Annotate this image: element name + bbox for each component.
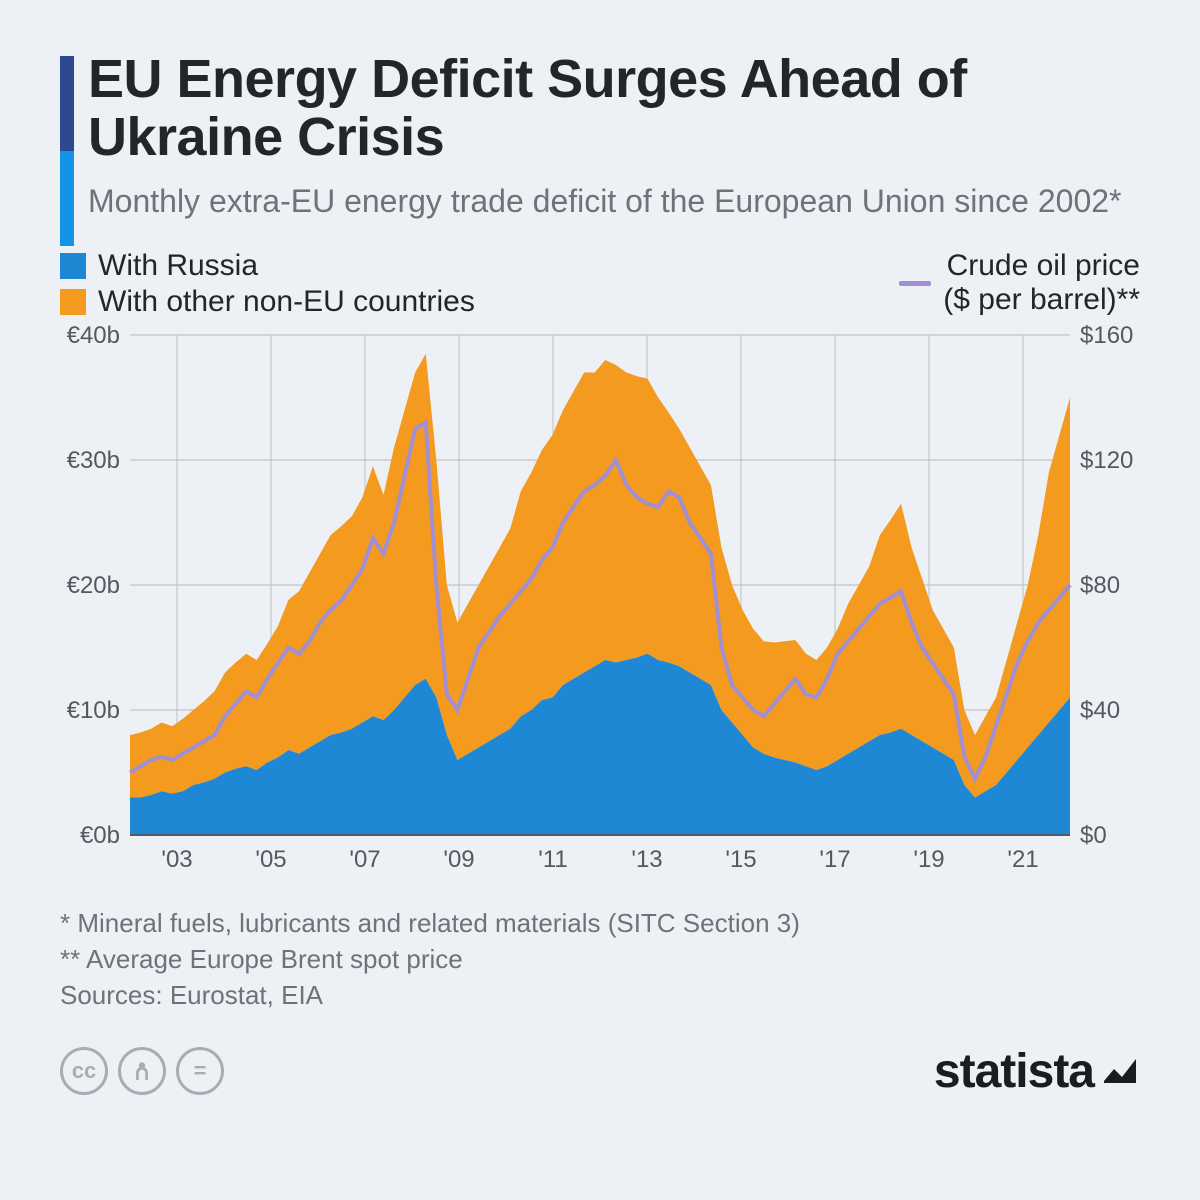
svg-text:'05: '05: [255, 846, 286, 873]
legend-oil-row: Crude oil price($ per barrel)**: [899, 249, 1140, 318]
svg-text:'09: '09: [443, 846, 474, 873]
svg-text:'03: '03: [161, 846, 192, 873]
sources: Sources: Eurostat, EIA: [60, 977, 1140, 1013]
svg-text:$160: $160: [1080, 325, 1133, 349]
svg-text:$40: $40: [1080, 697, 1120, 724]
legend-label-russia: With Russia: [98, 249, 258, 283]
brand-text: statista: [934, 1044, 1094, 1099]
cc-icon: cc: [60, 1047, 108, 1095]
legend-label-other: With other non-EU countries: [98, 285, 475, 319]
subtitle: Monthly extra-EU energy trade deficit of…: [88, 181, 1140, 221]
page-title: EU Energy Deficit Surges Ahead of Ukrain…: [88, 50, 1140, 167]
brand-logo: statista: [934, 1044, 1140, 1099]
legend-label-oil: Crude oil price($ per barrel)**: [943, 249, 1140, 318]
svg-text:'21: '21: [1007, 846, 1038, 873]
legend-left: With Russia With other non-EU countries: [60, 249, 475, 319]
svg-text:$80: $80: [1080, 572, 1120, 599]
legend-swatch-other: [60, 289, 86, 315]
svg-text:'17: '17: [819, 846, 850, 873]
legend-swatch-russia: [60, 253, 86, 279]
svg-text:'07: '07: [349, 846, 380, 873]
svg-text:'19: '19: [913, 846, 944, 873]
svg-text:€20b: €20b: [67, 572, 120, 599]
brand-mark-icon: [1100, 1051, 1140, 1091]
footer: cc = statista: [60, 1044, 1140, 1099]
svg-text:€0b: €0b: [80, 822, 120, 849]
legend: With Russia With other non-EU countries …: [60, 249, 1140, 319]
header: EU Energy Deficit Surges Ahead of Ukrain…: [60, 50, 1140, 221]
svg-text:$0: $0: [1080, 822, 1107, 849]
svg-text:'11: '11: [538, 846, 568, 873]
cc-icons: cc =: [60, 1047, 224, 1095]
legend-oil: Crude oil price($ per barrel)**: [899, 249, 1140, 319]
svg-text:'13: '13: [631, 846, 662, 873]
svg-text:€30b: €30b: [67, 447, 120, 474]
svg-text:$120: $120: [1080, 447, 1133, 474]
svg-text:€10b: €10b: [67, 697, 120, 724]
footnote-1: * Mineral fuels, lubricants and related …: [60, 905, 1140, 941]
footnotes: * Mineral fuels, lubricants and related …: [60, 905, 1140, 1014]
legend-russia: With Russia: [60, 249, 475, 283]
footnote-2: ** Average Europe Brent spot price: [60, 941, 1140, 977]
nd-icon: =: [176, 1047, 224, 1095]
legend-other: With other non-EU countries: [60, 285, 475, 319]
svg-text:'15: '15: [725, 846, 756, 873]
svg-text:€40b: €40b: [67, 325, 120, 349]
legend-swatch-oil: [899, 281, 931, 286]
header-accent-bar: [60, 56, 74, 246]
chart: €0b €10b €20b €30b €40b $0 $40 $80 $120 $160 '03 '0…: [60, 325, 1140, 885]
chart-svg: €0b €10b €20b €30b €40b $0 $40 $80 $120 $160 '03 '0…: [60, 325, 1140, 885]
by-icon: [118, 1047, 166, 1095]
